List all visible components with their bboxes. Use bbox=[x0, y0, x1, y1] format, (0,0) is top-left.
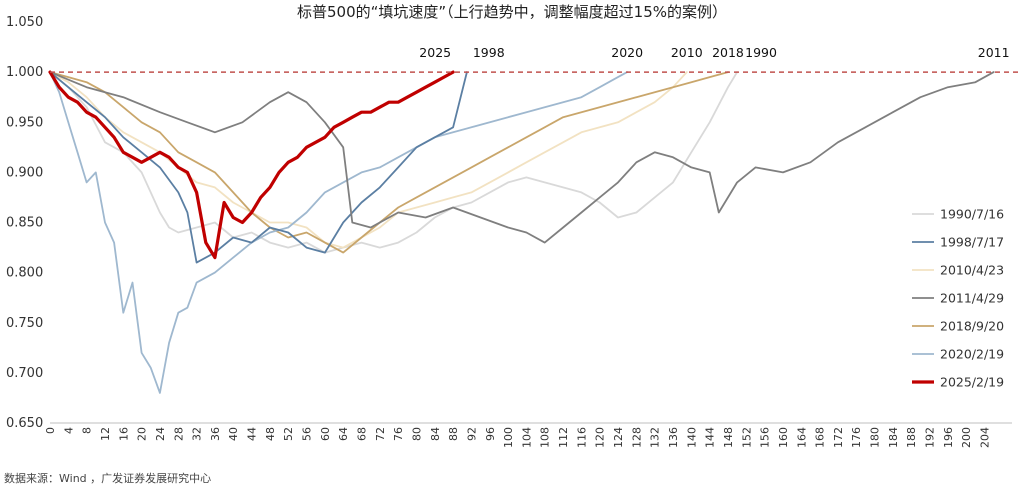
y-tick-label: 0.650 bbox=[6, 416, 43, 431]
x-tick-label: 204 bbox=[979, 427, 992, 448]
x-tick-label: 192 bbox=[924, 427, 937, 448]
x-tick-label: 72 bbox=[374, 427, 387, 441]
x-tick-label: 104 bbox=[520, 427, 533, 448]
x-tick-label: 160 bbox=[777, 427, 790, 448]
x-tick-label: 8 bbox=[81, 427, 94, 434]
x-tick-label: 132 bbox=[649, 427, 662, 448]
x-tick-label: 84 bbox=[429, 427, 442, 441]
series-end-label-2018: 2018 bbox=[712, 45, 744, 60]
y-tick-label: 0.700 bbox=[6, 366, 43, 381]
series-end-label-1998: 1998 bbox=[473, 45, 505, 60]
y-tick-label: 1.050 bbox=[6, 15, 43, 30]
x-tick-label: 96 bbox=[484, 427, 497, 441]
legend-label: 2025/2/19 bbox=[940, 375, 1004, 390]
chart-title: 标普500的“填坑速度”（上行趋势中，调整幅度超过15%的案例） bbox=[296, 3, 727, 21]
series-end-label-2011: 2011 bbox=[978, 45, 1010, 60]
x-tick-label: 124 bbox=[612, 427, 625, 448]
x-tick-label: 56 bbox=[301, 427, 314, 441]
x-tick-label: 40 bbox=[227, 427, 240, 441]
x-tick-label: 16 bbox=[117, 427, 130, 441]
x-tick-label: 196 bbox=[942, 427, 955, 448]
x-tick-label: 128 bbox=[630, 427, 643, 448]
x-tick-label: 180 bbox=[869, 427, 882, 448]
x-tick-label: 68 bbox=[356, 427, 369, 441]
series-end-label-2020: 2020 bbox=[611, 45, 643, 60]
x-tick-label: 60 bbox=[319, 427, 332, 441]
x-tick-label: 188 bbox=[905, 427, 918, 448]
series-end-label-2010: 2010 bbox=[671, 45, 703, 60]
x-tick-label: 76 bbox=[392, 427, 405, 441]
y-tick-label: 0.900 bbox=[6, 165, 43, 180]
x-tick-label: 152 bbox=[740, 427, 753, 448]
x-tick-label: 32 bbox=[191, 427, 204, 441]
series-end-label-2025: 2025 bbox=[419, 45, 451, 60]
x-tick-label: 200 bbox=[960, 427, 973, 448]
x-tick-label: 176 bbox=[850, 427, 863, 448]
x-tick-label: 168 bbox=[814, 427, 827, 448]
series-line-1990 bbox=[49, 71, 738, 254]
x-tick-label: 136 bbox=[667, 427, 680, 448]
x-tick-label: 52 bbox=[282, 427, 295, 441]
x-tick-label: 172 bbox=[832, 427, 845, 448]
x-tick-label: 120 bbox=[594, 427, 607, 448]
legend-label: 1998/7/17 bbox=[940, 235, 1004, 250]
x-tick-label: 148 bbox=[722, 427, 735, 448]
x-tick-label: 4 bbox=[62, 427, 75, 434]
x-tick-label: 28 bbox=[172, 427, 185, 441]
y-tick-label: 0.850 bbox=[6, 216, 43, 231]
x-tick-label: 144 bbox=[704, 427, 717, 448]
x-tick-label: 156 bbox=[759, 427, 772, 448]
series-line-2011 bbox=[49, 71, 995, 244]
series-line-1998 bbox=[49, 71, 468, 264]
y-tick-label: 0.800 bbox=[6, 266, 43, 281]
series-line-2020 bbox=[49, 71, 629, 394]
legend-label: 2020/2/19 bbox=[940, 347, 1004, 362]
source-note: 数据来源：Wind ，广发证券发展研究中心 bbox=[4, 472, 212, 485]
legend-label: 2011/4/29 bbox=[940, 291, 1004, 306]
y-tick-label: 0.750 bbox=[6, 316, 43, 331]
x-tick-label: 92 bbox=[465, 427, 478, 441]
x-tick-label: 140 bbox=[685, 427, 698, 448]
legend-label: 2018/9/20 bbox=[940, 319, 1004, 334]
x-tick-label: 80 bbox=[410, 427, 423, 441]
y-tick-label: 0.950 bbox=[6, 115, 43, 130]
x-tick-label: 164 bbox=[795, 427, 808, 448]
x-tick-label: 112 bbox=[557, 427, 570, 448]
series-line-2010 bbox=[49, 71, 688, 249]
legend-label: 1990/7/16 bbox=[940, 207, 1004, 222]
series-line-2018 bbox=[49, 71, 729, 254]
y-tick-label: 1.000 bbox=[6, 65, 43, 80]
x-tick-label: 24 bbox=[154, 427, 167, 441]
x-tick-label: 64 bbox=[337, 427, 350, 441]
x-tick-label: 20 bbox=[136, 427, 149, 441]
x-tick-label: 88 bbox=[447, 427, 460, 441]
series-line-2025 bbox=[48, 70, 455, 260]
x-tick-label: 0 bbox=[44, 427, 57, 434]
x-tick-label: 100 bbox=[502, 427, 515, 448]
x-tick-label: 108 bbox=[539, 427, 552, 448]
x-tick-label: 184 bbox=[887, 427, 900, 448]
series-end-label-1990: 1990 bbox=[745, 45, 777, 60]
x-tick-label: 44 bbox=[246, 427, 259, 441]
x-tick-label: 48 bbox=[264, 427, 277, 441]
x-tick-label: 12 bbox=[99, 427, 112, 441]
x-tick-label: 36 bbox=[209, 427, 222, 441]
legend-label: 2010/4/23 bbox=[940, 263, 1004, 278]
x-tick-label: 116 bbox=[575, 427, 588, 448]
